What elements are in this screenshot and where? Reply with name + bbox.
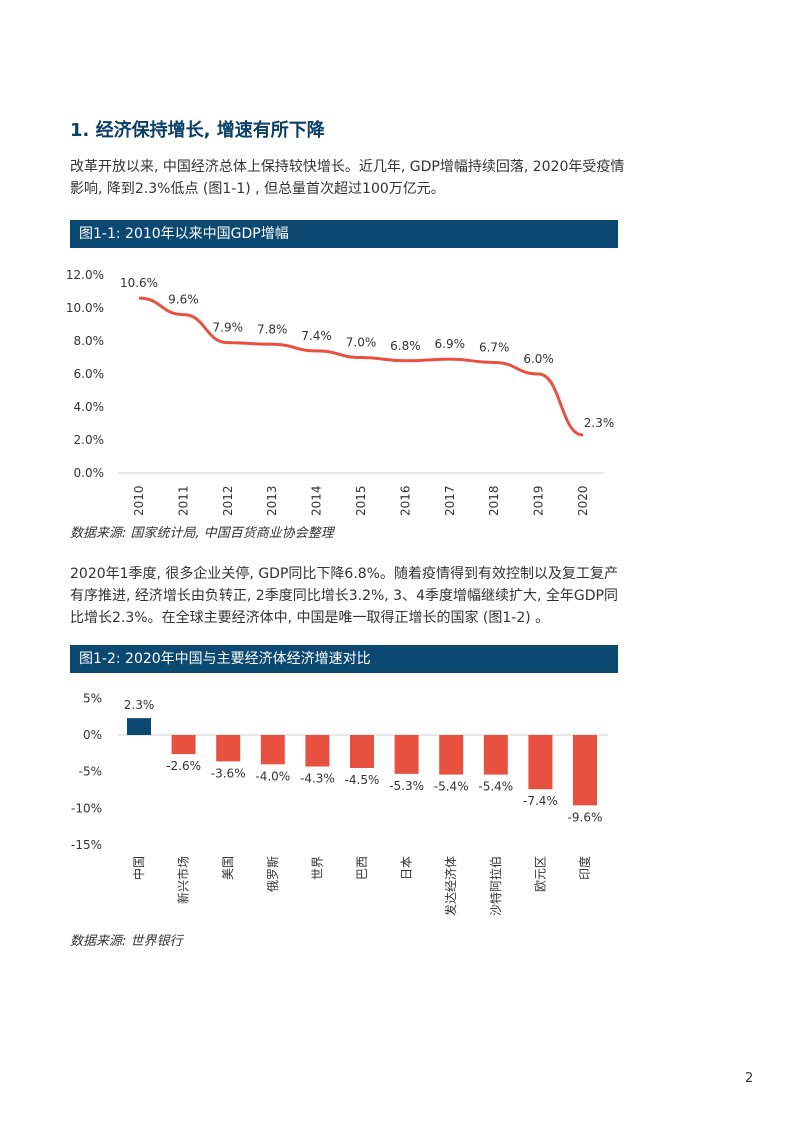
figure-2-title: 图1-2: 2020年中国与主要经济体经济增速对比 <box>70 645 618 673</box>
bar-欧元区 <box>528 735 553 790</box>
bar-日本 <box>394 735 419 774</box>
y-tick-label: -15% <box>71 838 102 852</box>
bar-巴西 <box>350 735 374 768</box>
data-label: 6.9% <box>435 337 466 351</box>
data-label: 6.7% <box>479 340 510 354</box>
y-tick-label: 6.0% <box>74 367 105 381</box>
data-label: -4.3% <box>300 772 335 786</box>
data-label: -5.4% <box>478 780 513 794</box>
y-tick-label: 10.0% <box>66 301 104 315</box>
data-label: 2.3% <box>584 416 615 430</box>
x-tick-label: 2018 <box>487 485 501 516</box>
y-tick-label: 12.0% <box>66 268 104 282</box>
data-label: 7.9% <box>213 321 244 335</box>
bar-世界 <box>305 735 330 767</box>
data-label: -3.6% <box>211 766 246 780</box>
y-tick-label: 4.0% <box>74 400 105 414</box>
data-label: 2.3% <box>124 698 155 712</box>
x-tick-label: 中国 <box>131 856 146 880</box>
y-tick-label: -10% <box>71 801 102 815</box>
y-tick-label: 0.0% <box>74 466 105 480</box>
bar-美国 <box>216 735 241 762</box>
data-label: 10.6% <box>120 276 158 290</box>
figure-2-source: 数据来源: 世界银行 <box>70 934 183 949</box>
y-tick-label: 2.0% <box>74 433 105 447</box>
data-label: -5.3% <box>389 779 424 793</box>
y-tick-label: 0% <box>83 728 102 742</box>
x-tick-label: 2016 <box>398 485 412 516</box>
x-tick-label: 欧元区 <box>533 856 547 892</box>
data-label: 7.4% <box>301 329 332 343</box>
bar-印度 <box>573 735 597 806</box>
paragraph-1: 改革开放以来, 中国经济总体上保持较快增长。近几年, GDP增幅持续回落, 20… <box>70 159 625 197</box>
x-tick-label: 世界 <box>310 856 324 880</box>
bar-中国 <box>127 718 151 735</box>
data-label: -4.5% <box>345 773 380 787</box>
x-tick-label: 新兴市场 <box>176 856 191 904</box>
figure-1-title: 图1-1: 2010年以来中国GDP增幅 <box>70 220 618 248</box>
bar-新兴市场 <box>171 735 196 755</box>
x-tick-label: 2012 <box>221 485 235 516</box>
bar-发达经济体 <box>439 735 464 775</box>
section-heading: 1. 经济保持增长, 增速有所下降 <box>70 120 325 141</box>
data-label: 6.8% <box>390 339 421 353</box>
x-tick-label: 印度 <box>577 856 592 880</box>
gdp-line <box>138 296 584 437</box>
x-tick-label: 日本 <box>400 856 414 880</box>
x-tick-label: 2011 <box>176 485 190 516</box>
data-label: -4.0% <box>255 769 290 783</box>
x-tick-label: 2020 <box>576 485 590 516</box>
x-tick-label: 俄罗斯 <box>266 856 280 892</box>
x-tick-label: 2019 <box>532 485 546 516</box>
y-tick-label: 5% <box>83 691 102 705</box>
x-tick-label: 2013 <box>265 485 279 516</box>
data-label: 7.8% <box>257 322 288 336</box>
data-label: -5.4% <box>434 780 469 794</box>
bar-俄罗斯 <box>260 735 285 765</box>
paragraph-2: 2020年1季度, 很多企业关停, GDP同比下降6.8%。随着疫情得到有效控制… <box>70 566 618 626</box>
data-label: 9.6% <box>168 293 199 307</box>
figure-1-source: 数据来源: 国家统计局, 中国百货商业协会整理 <box>70 526 334 541</box>
y-tick-label: 8.0% <box>74 334 105 348</box>
data-label: -2.6% <box>166 759 201 773</box>
x-tick-label: 巴西 <box>355 856 369 880</box>
page-number: 2 <box>745 1071 754 1086</box>
y-tick-label: -5% <box>79 765 102 779</box>
x-tick-label: 2014 <box>310 485 324 516</box>
data-label: 6.0% <box>523 352 554 366</box>
data-label: -9.6% <box>568 810 603 824</box>
bar-沙特阿拉伯 <box>483 735 508 775</box>
x-tick-label: 2010 <box>132 485 146 516</box>
x-tick-label: 2017 <box>443 485 457 516</box>
x-tick-label: 发达经济体 <box>443 856 458 916</box>
x-tick-label: 沙特阿拉伯 <box>488 856 503 916</box>
x-tick-label: 美国 <box>221 856 235 880</box>
data-label: -7.4% <box>523 794 558 808</box>
x-tick-label: 2015 <box>354 485 368 516</box>
data-label: 7.0% <box>346 336 377 350</box>
